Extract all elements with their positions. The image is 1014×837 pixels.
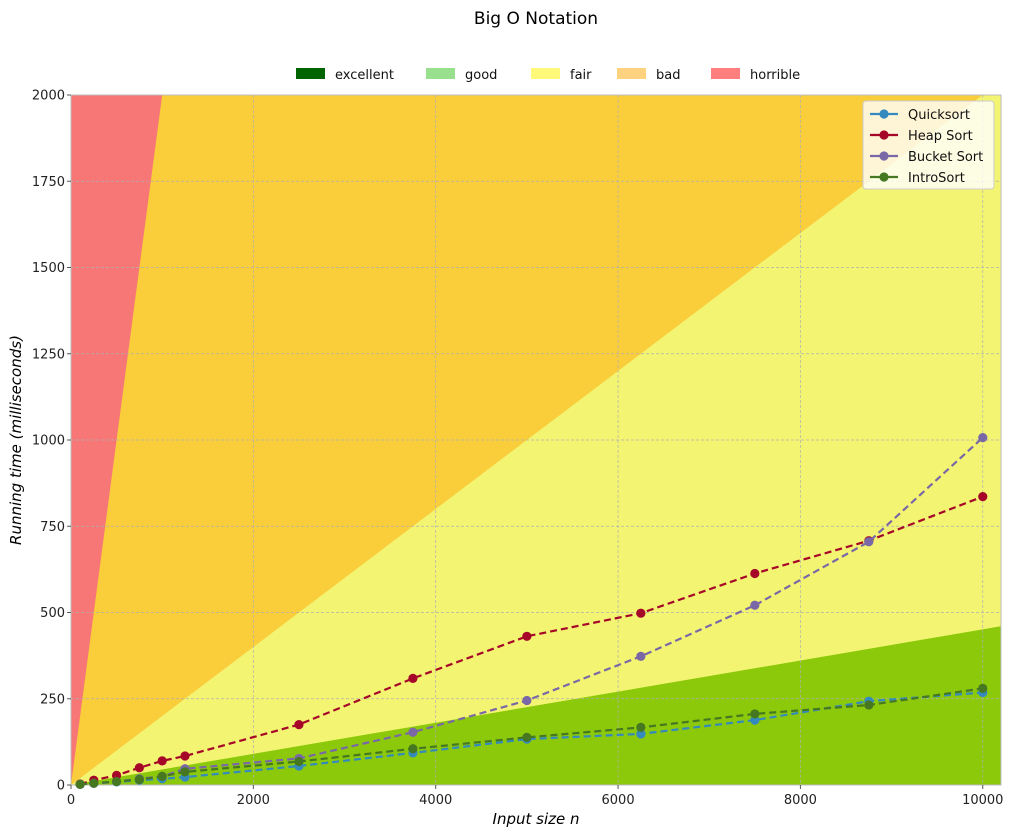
data-point-introsort [294,756,304,767]
y-tick-label: 1500 [32,261,65,276]
band-excellent [71,626,1001,785]
data-point-heap-sort [157,756,167,766]
x-tick-label: 0 [67,793,75,808]
legend-marker-quicksort [879,109,889,119]
legend-label-good: good [465,68,497,83]
x-tick-label: 10000 [962,793,1003,808]
axes: 0 2000 4000 6000 8000 10000 0 250 500 750 1000 1250… [32,89,1004,809]
data-point-introsort [408,744,418,754]
legend-label-bad: bad [656,68,680,83]
legend-marker-bucket-sort [879,151,889,161]
legend-label-heap-sort: Heap Sort [908,129,973,144]
x-axis-title: Input size n [493,810,580,828]
y-tick-label: 250 [40,692,65,707]
x-tick-label: 8000 [784,793,817,808]
data-point-introsort [636,722,646,732]
data-point-introsort [75,779,85,789]
data-point-heap-sort [978,491,988,502]
data-point-heap-sort [636,608,646,618]
series-legend: Quicksort Heap Sort Bucket Sort IntroSort [862,100,995,190]
y-tick-label: 750 [40,520,65,535]
complexity-bands [71,95,1001,785]
data-point-introsort [157,771,167,781]
y-tick-label: 1750 [32,175,65,190]
data-point-heap-sort [750,568,760,579]
legend-label-introsort: IntroSort [908,171,965,186]
data-point-bucket-sort [864,537,874,547]
data-point-bucket-sort [750,600,760,610]
y-tick-label: 2000 [32,89,65,104]
data-point-heap-sort [134,763,144,773]
data-point-introsort [134,774,144,785]
data-point-heap-sort [522,631,532,641]
y-tick-label: 500 [40,606,65,621]
legend-swatch-bad [617,68,646,79]
series-legend-box [862,100,995,190]
legend-swatch-fair [531,68,560,79]
legend-swatch-good [426,68,455,79]
data-point-heap-sort [180,751,190,761]
legend-label-fair: fair [570,68,592,83]
data-point-introsort [750,709,760,719]
y-tick-label: 1250 [32,347,65,362]
data-point-heap-sort [408,673,418,683]
data-point-bucket-sort [522,695,532,706]
data-point-introsort [89,778,99,788]
data-point-heap-sort [294,720,304,730]
data-point-bucket-sort [636,651,646,661]
data-point-introsort [864,700,874,710]
data-point-introsort [522,732,532,742]
data-point-quicksort [636,729,646,739]
data-point-introsort [180,767,190,777]
legend-swatch-horrible [711,68,740,79]
y-tick-label: 0 [57,779,65,794]
data-series [75,432,988,789]
legend-label-horrible: horrible [750,68,800,83]
legend-marker-introsort [879,172,889,182]
legend-label-quicksort: Quicksort [908,108,970,123]
x-tick-label: 4000 [419,793,452,808]
data-point-introsort [978,683,988,694]
legend-swatch-excellent [296,68,325,79]
legend-marker-heap-sort [879,130,889,140]
data-point-bucket-sort [978,432,988,443]
chart-title: Big O Notation [474,9,598,29]
legend-label-excellent: excellent [335,68,394,83]
legend-label-bucket-sort: Bucket Sort [908,150,983,165]
y-axis-title: Running time (milliseconds) [7,335,25,545]
data-point-bucket-sort [408,727,418,737]
x-tick-label: 2000 [237,793,270,808]
complexity-legend: excellent good fair bad horrible [296,68,800,83]
x-tick-label: 6000 [602,793,635,808]
y-tick-label: 1000 [32,434,65,449]
data-point-introsort [111,776,122,787]
